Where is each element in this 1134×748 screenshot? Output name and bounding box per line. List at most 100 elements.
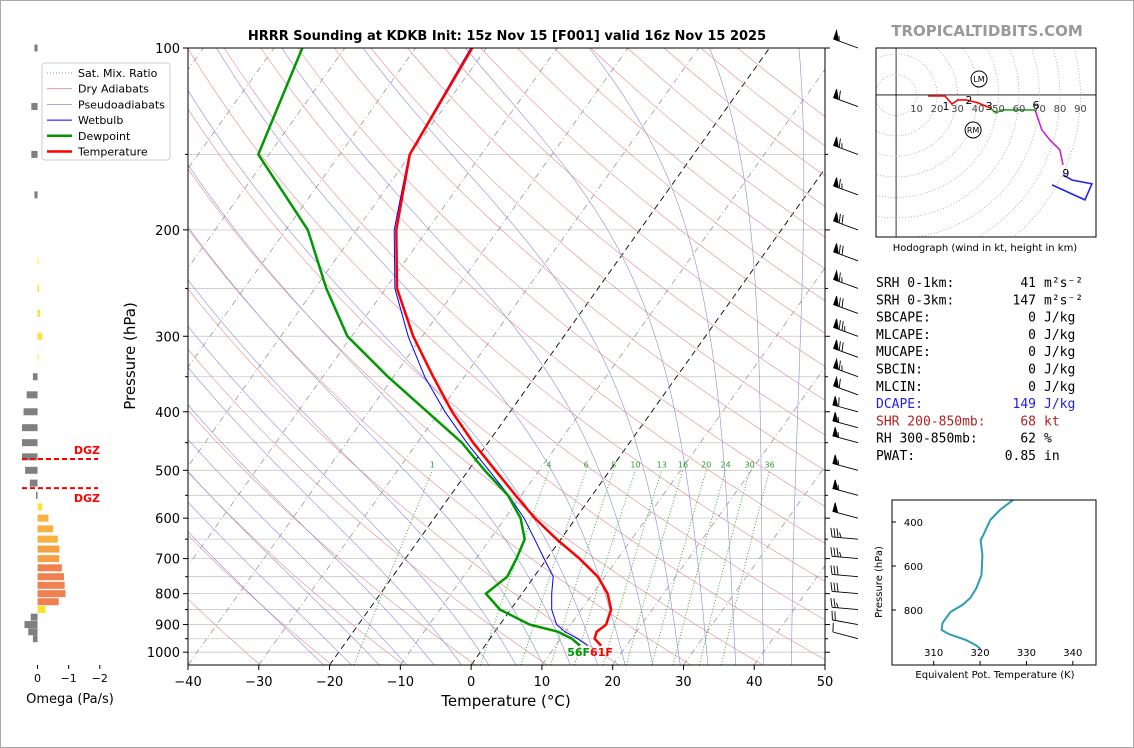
omega-bar bbox=[37, 353, 39, 361]
hodograph-ring bbox=[876, 48, 979, 178]
y-tick-label: 600 bbox=[904, 562, 923, 573]
omega-bar bbox=[32, 373, 38, 381]
dry-adiabat bbox=[188, 168, 763, 665]
dgz-label: DGZ bbox=[74, 492, 100, 505]
stat-value: 0 bbox=[1028, 328, 1036, 343]
pseudoadiabat bbox=[188, 325, 490, 665]
omega-bar bbox=[22, 439, 38, 447]
isotherm bbox=[188, 48, 629, 665]
omega-axis-label: Omega (Pa/s) bbox=[26, 692, 114, 707]
wind-barb bbox=[832, 502, 859, 519]
mixing-ratio-line bbox=[699, 470, 751, 665]
profile-line bbox=[256, 48, 581, 647]
hodograph-trace bbox=[1034, 109, 1064, 165]
theta-e-frame bbox=[891, 499, 1097, 666]
pseudoadiabat bbox=[188, 471, 380, 665]
mixing-ratio-label: 10 bbox=[630, 460, 640, 469]
surface-label: 61F bbox=[590, 646, 613, 659]
mixing-ratio-label: 8 bbox=[611, 460, 616, 469]
dry-adiabat bbox=[188, 348, 548, 665]
stat-label: MLCIN: bbox=[876, 380, 923, 395]
hodograph-ring bbox=[876, 74, 917, 116]
wind-barb bbox=[830, 598, 859, 611]
hodograph-trace bbox=[928, 95, 991, 109]
dry-adiabat bbox=[223, 48, 825, 582]
brand: TROPICALTIDBITS.COM bbox=[891, 22, 1083, 40]
wind-barb bbox=[833, 243, 859, 262]
y-tick-label: 200 bbox=[155, 224, 180, 239]
y-tick-label: 800 bbox=[904, 606, 923, 617]
pseudoadiabat bbox=[188, 438, 408, 665]
dry-adiabat bbox=[333, 48, 825, 471]
omega-bar bbox=[25, 466, 38, 474]
isotherm bbox=[683, 465, 825, 665]
stat-label: SBCIN: bbox=[876, 363, 923, 378]
dry-adiabat bbox=[443, 48, 825, 367]
x-tick-label: 50 bbox=[817, 675, 834, 690]
height-label: 2 bbox=[965, 94, 972, 107]
mixing-ratio-line bbox=[625, 470, 684, 665]
x-tick-label: 340 bbox=[1063, 648, 1082, 659]
height-label: 9 bbox=[1062, 167, 1069, 180]
wind-barb bbox=[833, 295, 859, 314]
dry-adiabat bbox=[188, 598, 261, 665]
omega-bar bbox=[24, 621, 38, 629]
omega-bar bbox=[34, 191, 38, 199]
omega-bar bbox=[29, 479, 38, 487]
y-tick-label: 700 bbox=[155, 553, 180, 568]
stat-label: MLCAPE: bbox=[876, 328, 931, 343]
omega-bar bbox=[37, 598, 59, 606]
stat-label: SHR 200-850mb: bbox=[876, 414, 986, 429]
height-label: 6 bbox=[1032, 99, 1039, 112]
dgz-label: DGZ bbox=[74, 444, 100, 457]
y-tick-label: 400 bbox=[155, 406, 180, 421]
pseudoadiabat bbox=[188, 531, 324, 665]
omega-bar bbox=[37, 284, 40, 292]
mixing-ratio-label: 6 bbox=[584, 460, 589, 469]
hodograph-ring bbox=[977, 48, 1061, 237]
pseudoadiabat bbox=[188, 226, 544, 665]
storm-motion-marker bbox=[970, 70, 988, 88]
isotherm bbox=[612, 366, 825, 665]
storm-motion-label: RM bbox=[967, 126, 980, 135]
omega-bar bbox=[26, 391, 38, 399]
hodograph-ring bbox=[1012, 48, 1081, 237]
wind-barb bbox=[833, 357, 859, 378]
hodograph-ring bbox=[876, 48, 1020, 219]
y-tick-label: 900 bbox=[155, 619, 180, 634]
omega-bar bbox=[36, 491, 38, 499]
ring-label: 10 bbox=[910, 104, 923, 115]
x-tick-label: 20 bbox=[604, 675, 621, 690]
omega-bar bbox=[37, 535, 58, 543]
wind-barb bbox=[832, 622, 859, 640]
stat-value: 0 bbox=[1028, 311, 1036, 326]
stat-unit: J/kg bbox=[1044, 397, 1075, 412]
ring-label: 30 bbox=[951, 104, 964, 115]
pseudoadiabat bbox=[465, 48, 709, 665]
dry-adiabat bbox=[188, 409, 476, 665]
mixing-ratio-label: 30 bbox=[745, 460, 755, 469]
x-tick-label: 40 bbox=[746, 675, 763, 690]
hodograph-plot: LM RM bbox=[876, 48, 1096, 237]
x-tick-label: 0 bbox=[34, 672, 41, 685]
dry-adiabat bbox=[188, 288, 620, 665]
legend-label: Wetbulb bbox=[78, 114, 123, 127]
x-tick-label: 320 bbox=[971, 648, 990, 659]
stat-label: SRH 0-1km: bbox=[876, 276, 954, 291]
x-axis-label: Temperature (°C) bbox=[440, 692, 570, 710]
isotherm bbox=[329, 48, 770, 665]
storm-motion-marker bbox=[964, 121, 982, 139]
isotherm bbox=[188, 48, 558, 567]
y-tick-label: 600 bbox=[155, 512, 180, 527]
dry-adiabat bbox=[188, 228, 692, 665]
hodograph-ring bbox=[876, 48, 958, 157]
wind-barb bbox=[833, 28, 859, 49]
dry-adiabat bbox=[297, 48, 825, 507]
ring-label: 80 bbox=[1054, 104, 1067, 115]
theta-e-plot bbox=[940, 500, 1014, 650]
omega-bar bbox=[22, 424, 38, 432]
wind-barb bbox=[833, 177, 859, 196]
